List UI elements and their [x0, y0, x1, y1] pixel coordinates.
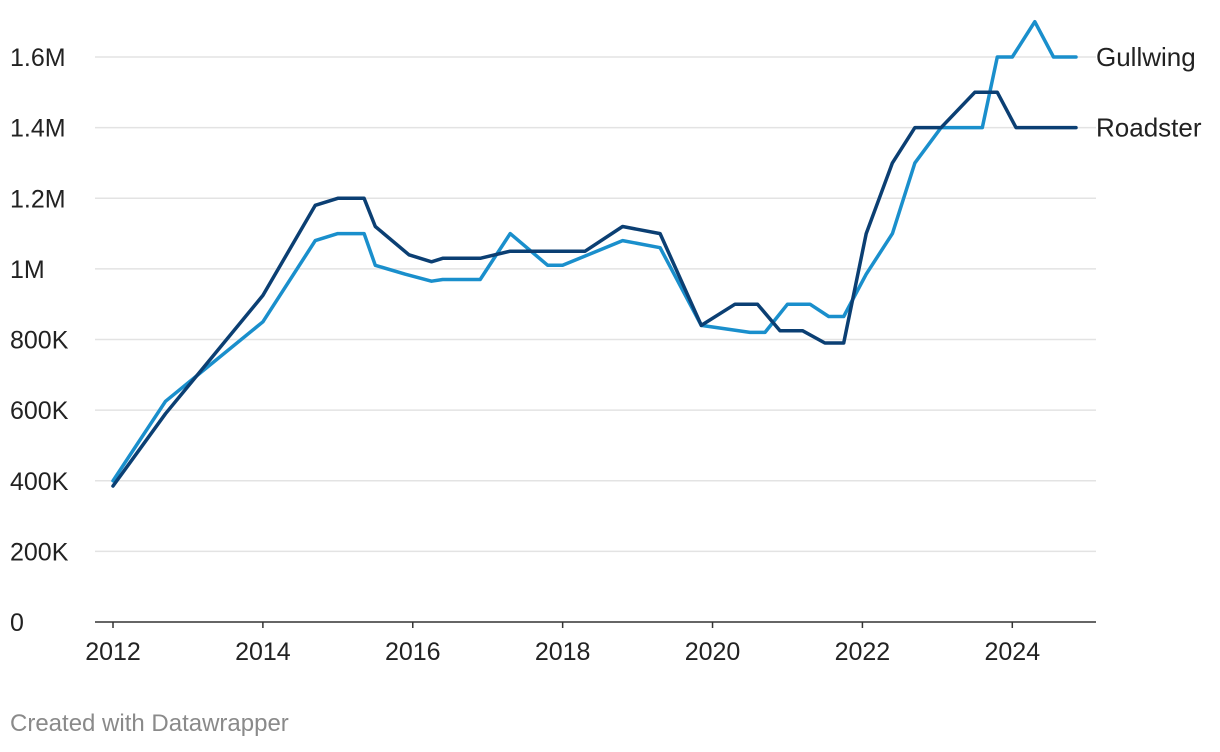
series-line-roadster — [111, 90, 1078, 488]
x-axis: 2012 2014 2016 2018 2020 2022 2024 — [85, 622, 1040, 666]
y-tick-label: 1.2M — [10, 185, 66, 213]
y-tick-label: 200K — [10, 538, 69, 566]
legend-label-gullwing: Gullwing — [1096, 42, 1196, 72]
grid-lines — [95, 56, 1096, 623]
y-tick-label: 0 — [10, 609, 24, 637]
y-tick-label: 1M — [10, 256, 45, 284]
line-chart: 0 200K 400K 600K 800K 1M 1.2M 1.4M 1.6M 2012 2014… — [10, 19, 1202, 666]
y-axis: 0 200K 400K 600K 800K 1M 1.2M 1.4M 1.6M — [10, 44, 69, 637]
y-tick-label: 1.6M — [10, 44, 66, 72]
x-tick-label: 2016 — [385, 638, 441, 666]
legend: Gullwing Roadster — [1096, 42, 1202, 143]
y-tick-label: 600K — [10, 397, 69, 425]
x-tick-label: 2024 — [984, 638, 1040, 666]
x-tick-label: 2014 — [235, 638, 291, 666]
y-tick-label: 800K — [10, 327, 69, 355]
x-tick-label: 2018 — [535, 638, 591, 666]
series-lines — [111, 19, 1078, 488]
series-line-gullwing — [111, 19, 1078, 483]
legend-label-roadster: Roadster — [1096, 113, 1202, 143]
x-tick-label: 2012 — [85, 638, 141, 666]
y-tick-label: 400K — [10, 468, 69, 496]
x-tick-label: 2022 — [835, 638, 891, 666]
y-tick-label: 1.4M — [10, 115, 66, 143]
credit-text: Created with Datawrapper — [10, 710, 289, 737]
x-tick-label: 2020 — [685, 638, 741, 666]
